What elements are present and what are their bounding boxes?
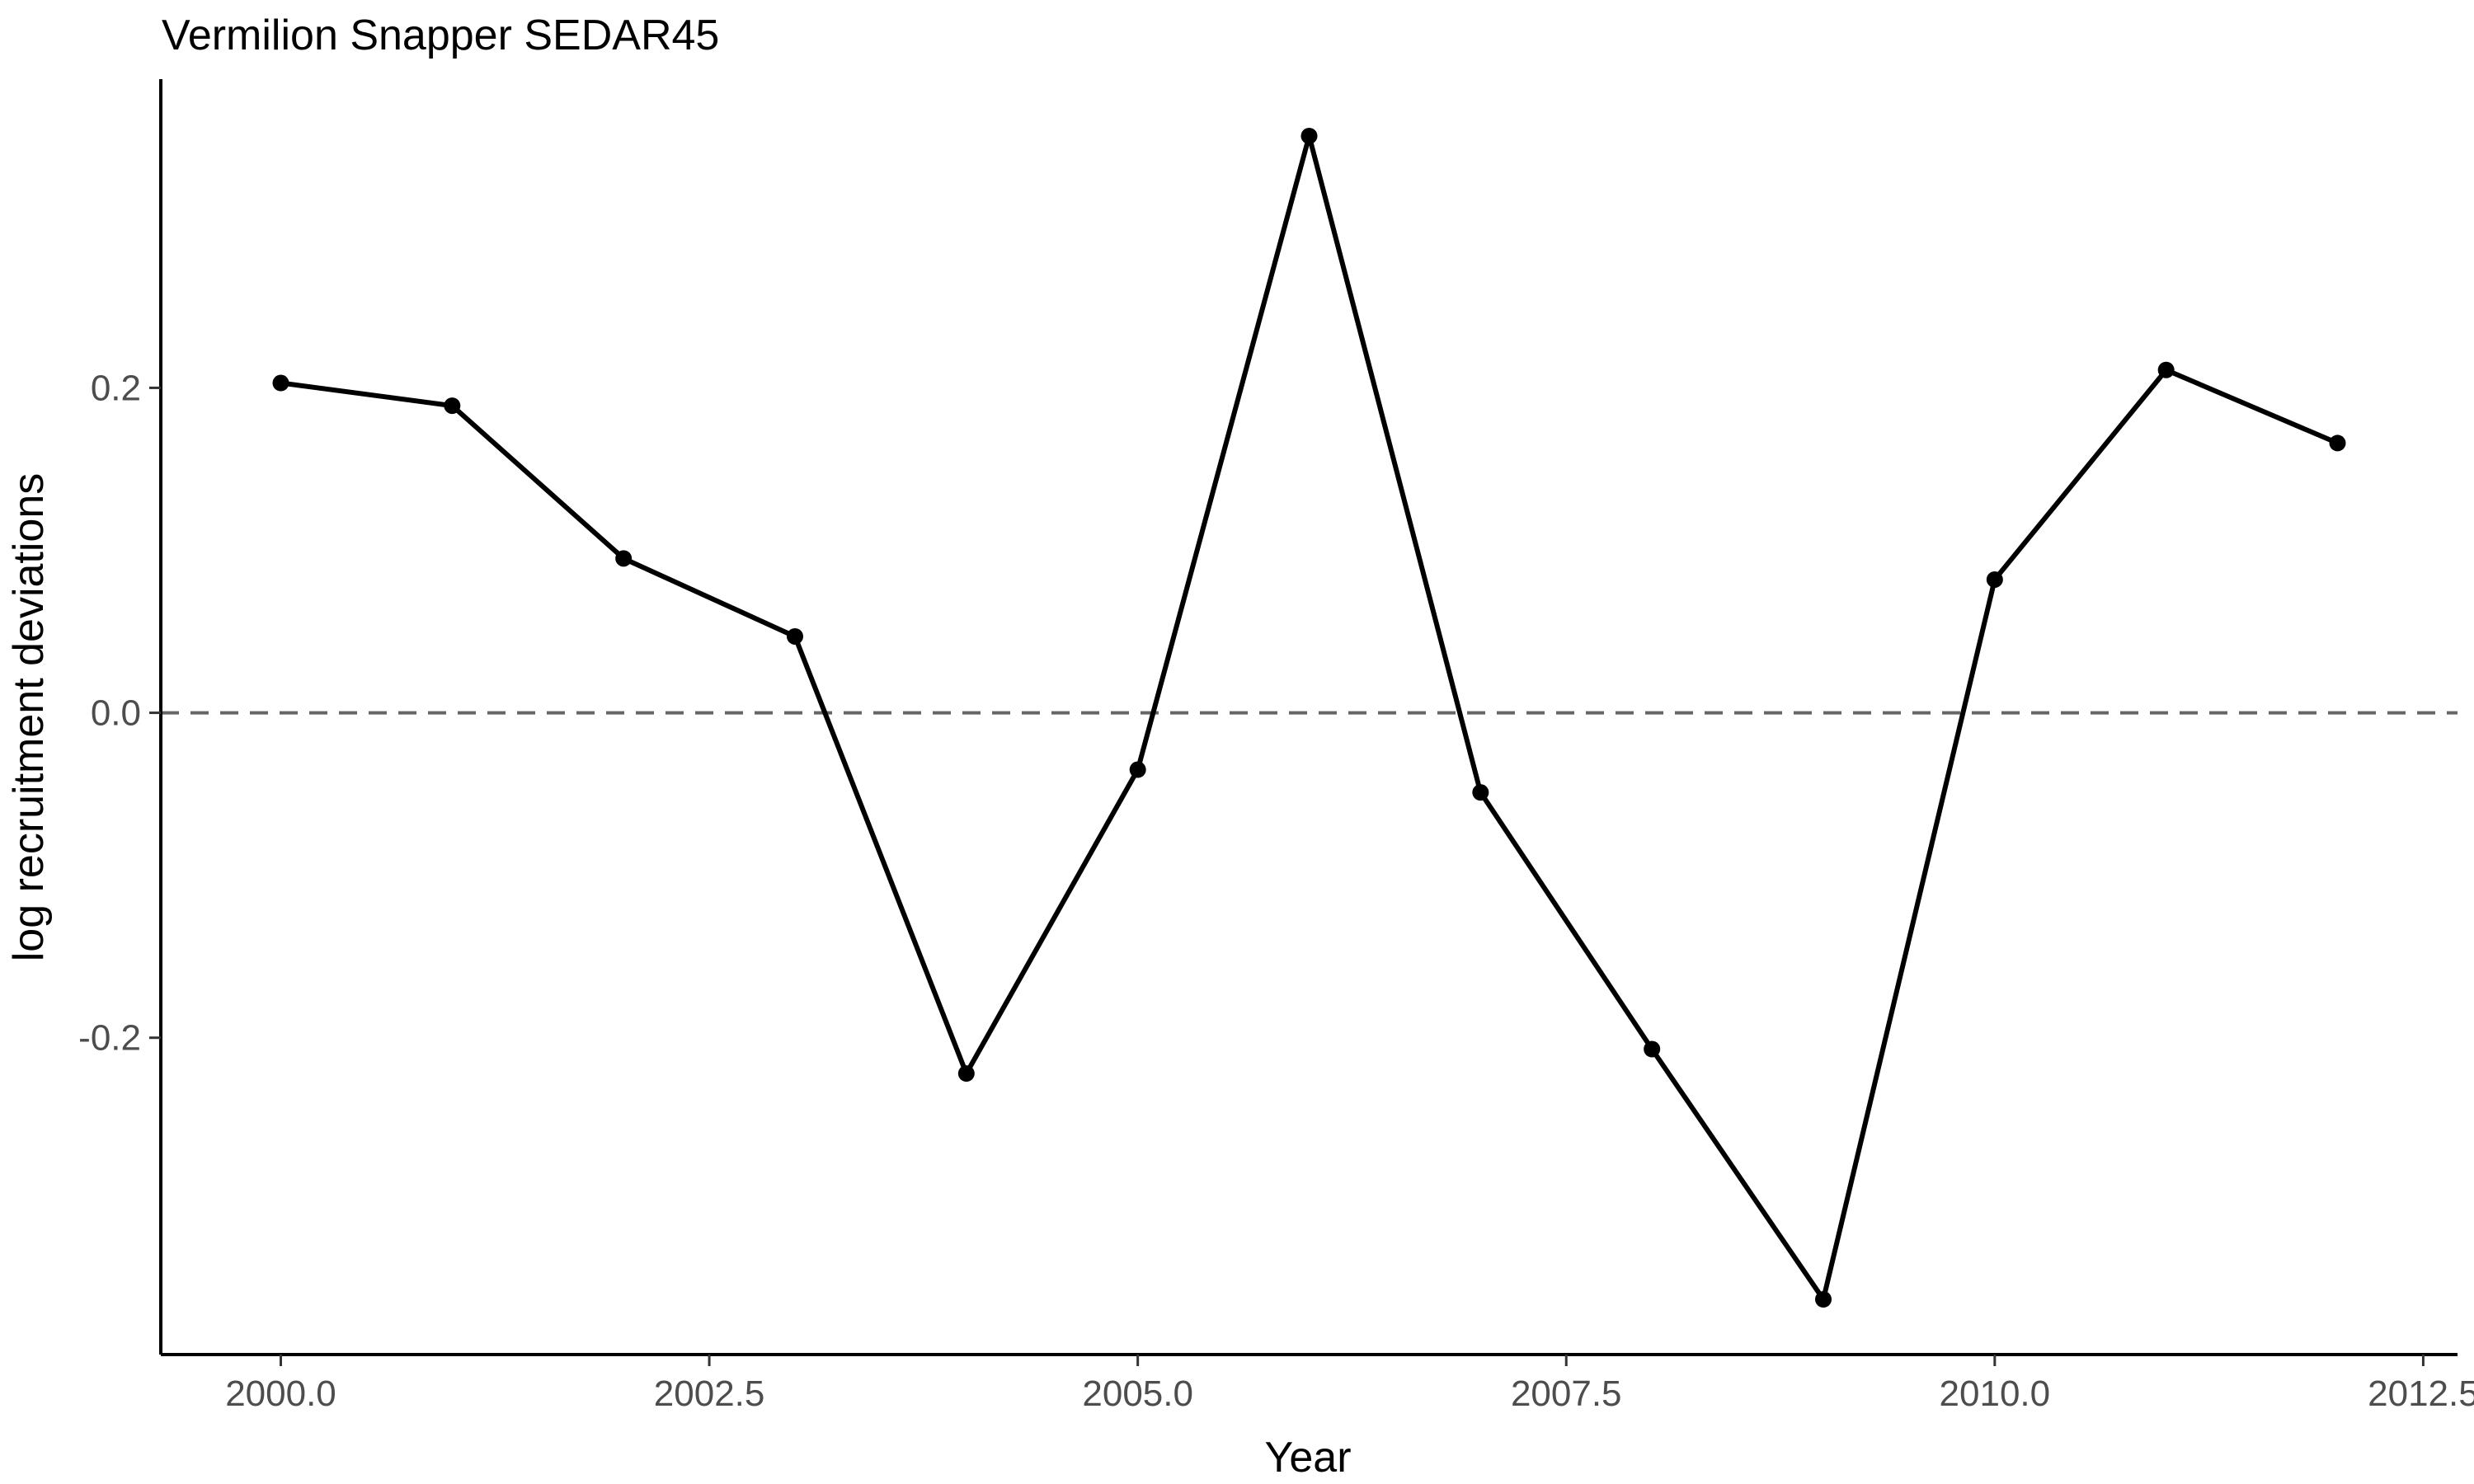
data-point — [1472, 784, 1489, 801]
x-tick-label: 2007.5 — [1511, 1374, 1622, 1414]
x-axis-ticks: 2000.0 2002.5 2005.0 2007.5 2010.0 2012.5 — [225, 1355, 2474, 1414]
series-line — [280, 134, 2339, 1302]
data-point — [957, 1065, 975, 1082]
y-axis-ticks: -0.2 0.0 0.2 — [78, 368, 161, 1059]
x-tick-label: 2002.5 — [654, 1374, 765, 1414]
data-point — [1129, 761, 1146, 778]
x-tick-label: 2010.0 — [1940, 1374, 2051, 1414]
data-point — [2157, 361, 2175, 378]
data-point — [1815, 1290, 1832, 1308]
data-point — [2329, 434, 2346, 452]
data-point — [615, 550, 633, 567]
data-point — [1300, 127, 1318, 144]
y-tick-label: -0.2 — [78, 1018, 141, 1059]
y-tick-label: 0.0 — [91, 693, 141, 734]
plot-area — [161, 127, 2458, 1308]
data-point — [786, 627, 803, 645]
x-tick-label: 2000.0 — [225, 1374, 336, 1414]
x-axis-title: Year — [1264, 1434, 1351, 1482]
chart-title: Vermilion Snapper SEDAR45 — [162, 12, 719, 59]
data-point — [272, 374, 289, 392]
y-axis-title: log recruitment deviations — [5, 473, 53, 962]
x-tick-label: 2005.0 — [1082, 1374, 1193, 1414]
data-point — [1986, 571, 2003, 588]
y-tick-label: 0.2 — [91, 368, 141, 408]
data-point — [444, 397, 461, 415]
x-tick-label: 2012.5 — [2368, 1374, 2474, 1414]
data-point — [1644, 1040, 1661, 1058]
